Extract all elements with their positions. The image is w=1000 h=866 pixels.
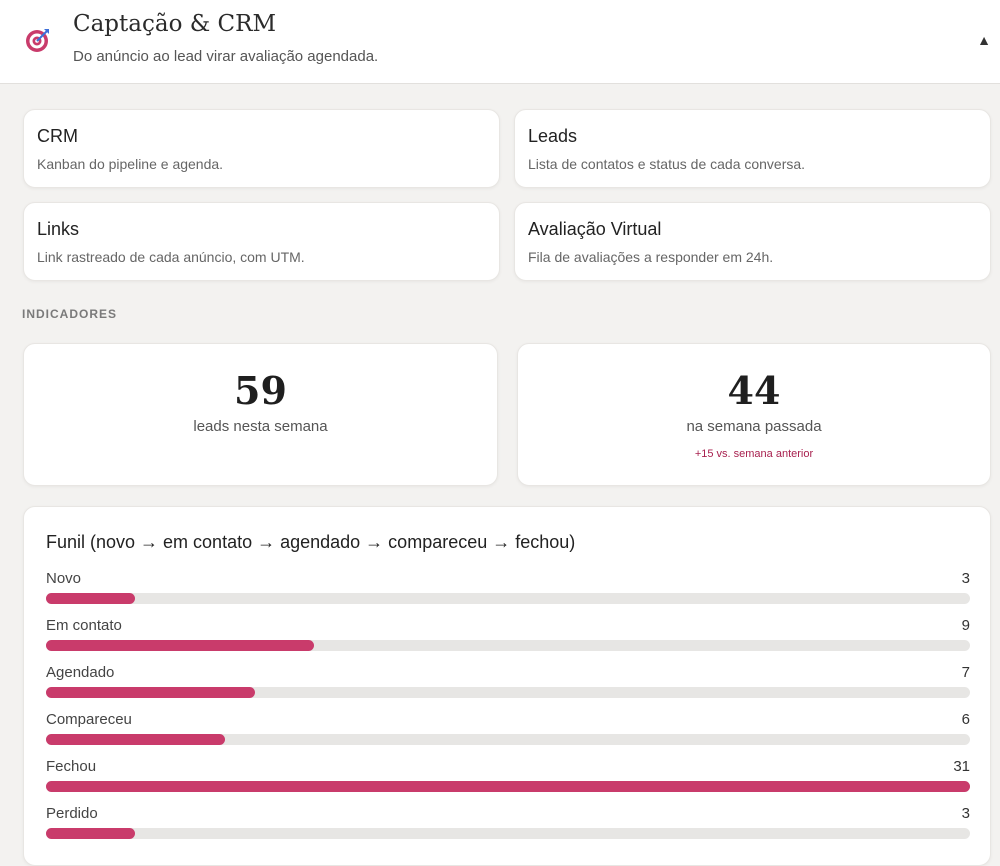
funnel-stage-count: 31 xyxy=(953,758,970,775)
funnel-bar-fill xyxy=(46,734,225,745)
funnel-stage-fechou: Fechou 31 xyxy=(46,758,970,798)
avaliacao-virtual-card[interactable]: Avaliação Virtual Fila de avaliações a r… xyxy=(514,202,991,281)
funnel-bar-track xyxy=(46,593,970,604)
funnel-bar-fill xyxy=(46,828,135,839)
funnel-bar-fill xyxy=(46,640,314,651)
funnel-stage-compareceu: Compareceu 6 xyxy=(46,711,970,751)
funnel-bar-track xyxy=(46,828,970,839)
funnel-stage-count: 9 xyxy=(961,617,970,634)
card-description: Fila de avaliações a responder em 24h. xyxy=(528,249,774,265)
card-title: CRM xyxy=(37,126,78,146)
funnel-stage-label: Fechou xyxy=(46,758,97,775)
page-title: Captação & CRM xyxy=(73,11,276,37)
funnel-stage-label: Em contato xyxy=(46,617,122,634)
funnel-title: Funil (novo → em contato → agendado → co… xyxy=(46,532,576,552)
funnel-stage-label: Perdido xyxy=(46,805,98,822)
kpi-last-week: 44 na semana passada +15 vs. semana ante… xyxy=(517,343,991,486)
card-description: Lista de contatos e status de cada conve… xyxy=(528,156,806,172)
funnel-bar-track xyxy=(46,687,970,698)
funnel-stage-count: 3 xyxy=(961,805,970,822)
funnel-stage-agendado: Agendado 7 xyxy=(46,664,970,704)
funnel-bar-track xyxy=(46,781,970,792)
funnel-stage-label: Agendado xyxy=(46,664,115,681)
target-icon xyxy=(26,29,49,52)
card-description: Kanban do pipeline e agenda. xyxy=(37,156,224,172)
funnel-stage-count: 3 xyxy=(961,570,970,587)
indicators-heading: INDICADORES xyxy=(22,307,118,321)
kpi-label: leads nesta semana xyxy=(193,418,328,435)
funnel-stage-label: Compareceu xyxy=(46,711,132,728)
funnel-bar-fill xyxy=(46,687,255,698)
card-title: Leads xyxy=(528,126,578,146)
kpi-value: 44 xyxy=(727,368,781,413)
funnel-stage-count: 7 xyxy=(961,664,970,681)
funnel-stage-novo: Novo 3 xyxy=(46,570,970,610)
funnel-stage-perdido: Perdido 3 xyxy=(46,805,970,845)
kpi-label: na semana passada xyxy=(686,418,822,435)
kpi-value: 59 xyxy=(234,368,287,413)
caret-up-icon[interactable]: ▲ xyxy=(977,32,991,48)
leads-card[interactable]: Leads Lista de contatos e status de cada… xyxy=(514,109,991,188)
links-card[interactable]: Links Link rastreado de cada anúncio, co… xyxy=(23,202,500,281)
page-subtitle: Do anúncio ao lead virar avaliação agend… xyxy=(73,48,379,65)
funnel-bar-track xyxy=(46,640,970,651)
crm-card[interactable]: CRM Kanban do pipeline e agenda. xyxy=(23,109,500,188)
card-title: Avaliação Virtual xyxy=(528,219,662,239)
section-header: Captação & CRM Do anúncio ao lead virar … xyxy=(0,0,1000,84)
funnel-card: Funil (novo → em contato → agendado → co… xyxy=(23,506,991,866)
funnel-bar-track xyxy=(46,734,970,745)
funnel-stage-em-contato: Em contato 9 xyxy=(46,617,970,657)
funnel-stage-count: 6 xyxy=(961,711,970,728)
kpi-this-week: 59 leads nesta semana xyxy=(23,343,498,486)
funnel-bar-fill xyxy=(46,781,970,792)
card-title: Links xyxy=(37,219,80,239)
card-description: Link rastreado de cada anúncio, com UTM. xyxy=(37,249,305,265)
kpi-delta: +15 vs. semana anterior xyxy=(694,448,814,460)
funnel-stage-label: Novo xyxy=(46,570,82,587)
funnel-bar-fill xyxy=(46,593,135,604)
